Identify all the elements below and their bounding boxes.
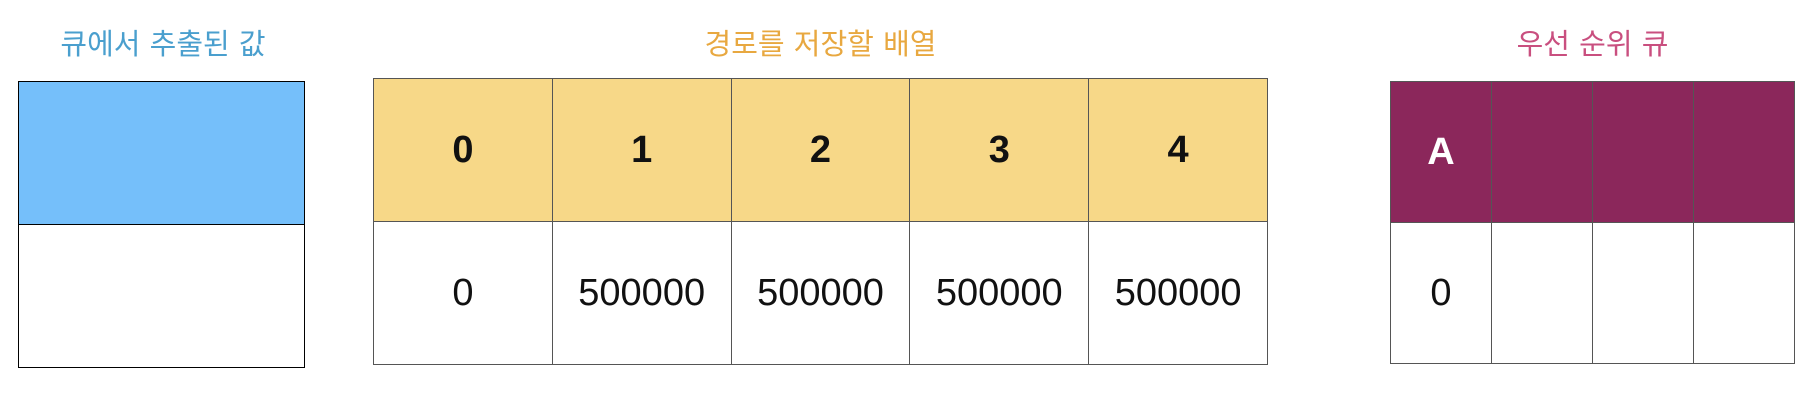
priority-queue-node-cell: [1491, 81, 1593, 223]
priority-queue-distance-cell: 0: [1390, 222, 1492, 364]
priority-queue-distance-row: 0: [1390, 222, 1795, 364]
path-array-title: 경로를 저장할 배열: [704, 27, 937, 61]
priority-queue-distance-cell: [1491, 222, 1593, 364]
path-array-index-cell: 2: [730, 78, 911, 222]
path-array-value-cell: 500000: [909, 221, 1090, 365]
priority-queue-node-row: A: [1390, 81, 1795, 223]
extracted-value-title: 큐에서 추출된 값: [60, 27, 266, 61]
path-array-value-cell: 500000: [730, 221, 911, 365]
priority-queue-table: A 0: [1390, 81, 1795, 364]
path-array-index-cell: 3: [909, 78, 1090, 222]
path-array-index-cell: 4: [1088, 78, 1268, 222]
priority-queue-node-cell: [1592, 81, 1694, 223]
path-array-index-cell: 0: [373, 78, 553, 222]
path-array-index-row: 0 1 2 3 4: [373, 78, 1268, 222]
path-array-value-cell: 500000: [551, 221, 732, 365]
extracted-value-box: [18, 81, 305, 368]
path-array-value-row: 0 500000 500000 500000 500000: [373, 221, 1268, 365]
priority-queue-node-cell: A: [1390, 81, 1492, 223]
priority-queue-title: 우선 순위 큐: [1516, 27, 1669, 61]
path-array-index-cell: 1: [551, 78, 732, 222]
priority-queue-node-cell: [1693, 81, 1795, 223]
priority-queue-distance-cell: [1592, 222, 1694, 364]
path-array-value-cell: 0: [373, 221, 553, 365]
extracted-value-lower-cell: [19, 225, 304, 367]
priority-queue-distance-cell: [1693, 222, 1795, 364]
path-array-table: 0 1 2 3 4 0 500000 500000 500000 500000: [373, 78, 1268, 365]
path-array-value-cell: 500000: [1088, 221, 1268, 365]
extracted-value-cell: [19, 82, 304, 225]
